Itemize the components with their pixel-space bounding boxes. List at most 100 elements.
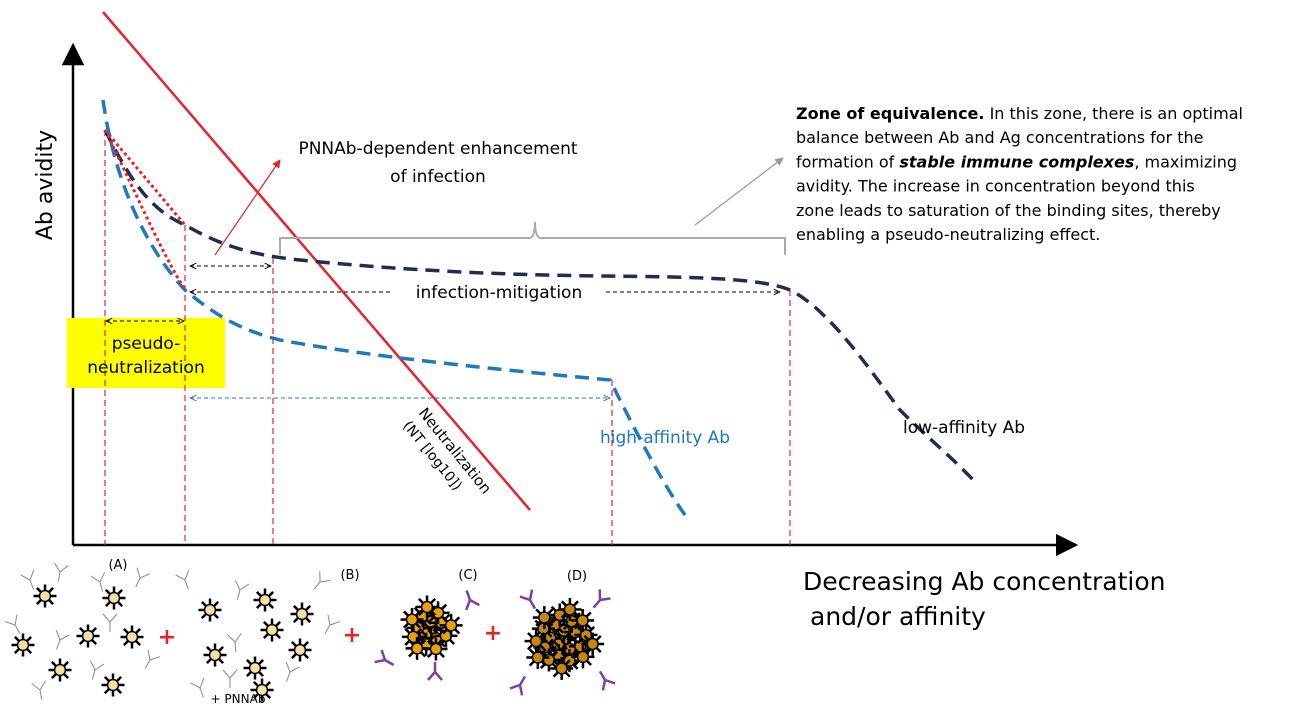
- spike: [432, 625, 439, 632]
- spike: [404, 627, 411, 634]
- virus: [76, 624, 100, 648]
- spike: [275, 633, 282, 640]
- spike: [560, 612, 567, 619]
- spike: [573, 623, 580, 630]
- spike: [50, 660, 57, 667]
- spike: [218, 658, 225, 665]
- virus: [250, 678, 274, 702]
- spike: [454, 616, 461, 623]
- spike: [255, 590, 262, 597]
- virus: [537, 648, 561, 672]
- high-affinity-curve: [101, 99, 687, 517]
- virus-body: [16, 638, 30, 652]
- spike: [573, 659, 580, 666]
- spike: [589, 625, 596, 632]
- spike: [104, 588, 111, 595]
- spike: [572, 663, 579, 670]
- antibody: [90, 572, 106, 592]
- spike: [265, 693, 272, 700]
- annotation: + PNNAb: [211, 692, 266, 706]
- low-affinity-curve: [103, 129, 977, 484]
- spike: [420, 651, 427, 658]
- spike: [585, 611, 592, 618]
- spike: [564, 659, 571, 666]
- stage-label: (B): [340, 568, 359, 583]
- spike: [438, 639, 445, 646]
- stage-label: (D): [567, 569, 587, 584]
- spike: [415, 610, 422, 617]
- spike: [429, 635, 436, 642]
- spike: [262, 620, 269, 627]
- antibody: [55, 629, 70, 650]
- spike: [35, 586, 42, 593]
- spike: [595, 634, 602, 642]
- spike: [560, 600, 567, 607]
- spike: [116, 688, 123, 695]
- virus: [400, 608, 424, 632]
- illustration: [4, 562, 616, 702]
- spike: [408, 639, 415, 646]
- virus: [424, 637, 448, 661]
- virus: [426, 601, 450, 625]
- spike: [78, 639, 85, 646]
- antibody: [234, 580, 250, 600]
- antibody: [324, 614, 341, 634]
- virus-body: [295, 607, 309, 621]
- spike: [551, 650, 558, 657]
- spike: [562, 617, 569, 624]
- spike: [430, 609, 437, 616]
- spike: [116, 675, 123, 682]
- spike: [561, 646, 568, 653]
- guide-lines: [104, 130, 791, 545]
- spike: [275, 620, 282, 627]
- spike: [245, 658, 252, 665]
- virus: [48, 658, 72, 682]
- spike: [425, 618, 432, 625]
- zone-segment: Zone of equivalence.: [796, 104, 984, 123]
- spike: [50, 673, 57, 680]
- virus: [574, 623, 598, 647]
- virus-body: [208, 648, 222, 662]
- dotted-line: [103, 129, 187, 291]
- spike: [26, 635, 33, 642]
- spike: [290, 653, 297, 660]
- antibody: [222, 669, 238, 688]
- spike: [205, 658, 212, 665]
- virus: [11, 633, 35, 657]
- zone-segment: zone leads to saturation of the binding …: [796, 201, 1221, 220]
- antibody: [190, 677, 205, 698]
- spike: [547, 608, 554, 615]
- spike: [560, 639, 567, 646]
- virus-body: [53, 663, 67, 677]
- virus: [101, 673, 125, 697]
- antibody: [464, 590, 480, 611]
- dotted-line: [103, 129, 187, 226]
- virus: [558, 597, 582, 621]
- virus-body: [531, 651, 545, 664]
- spike: [552, 659, 559, 666]
- spike: [268, 603, 275, 610]
- virus-body: [255, 683, 269, 697]
- spike: [576, 637, 583, 644]
- spike: [292, 604, 299, 611]
- virus-body: [429, 642, 443, 656]
- antibody: [144, 649, 161, 669]
- spike: [550, 617, 557, 624]
- brace: [279, 221, 786, 255]
- virus: [253, 588, 277, 612]
- spike: [552, 671, 559, 678]
- antibody: [4, 614, 21, 634]
- spike: [122, 627, 129, 634]
- spike: [527, 632, 534, 639]
- curve-label: high-affinity Ab: [600, 428, 730, 448]
- spike: [560, 651, 567, 658]
- spike: [436, 626, 443, 633]
- spike: [135, 627, 142, 634]
- antibody: [598, 670, 616, 691]
- spike: [572, 600, 579, 607]
- spike: [454, 628, 461, 635]
- spike: [566, 635, 573, 642]
- virus-body: [81, 629, 95, 643]
- spike: [258, 671, 265, 678]
- spike: [427, 629, 434, 636]
